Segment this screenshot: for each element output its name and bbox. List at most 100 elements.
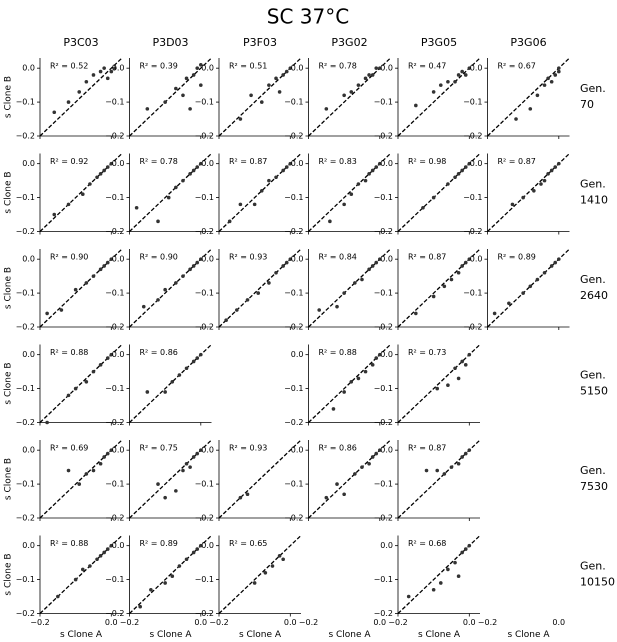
identity-line bbox=[39, 248, 123, 328]
point bbox=[521, 195, 525, 200]
identity-line bbox=[129, 344, 212, 423]
r2-annotation: R² = 0.92 bbox=[50, 157, 88, 166]
y-tick-label: −0.1 bbox=[16, 193, 35, 202]
point bbox=[256, 291, 261, 295]
point bbox=[431, 294, 436, 299]
point bbox=[109, 352, 114, 357]
point bbox=[95, 557, 99, 562]
y-tick-label: −0.1 bbox=[374, 98, 393, 107]
point bbox=[467, 543, 472, 548]
point bbox=[438, 83, 443, 87]
r2-annotation: R² = 0.75 bbox=[140, 444, 178, 453]
y-tick-label: 0.0 bbox=[112, 64, 125, 73]
y-tick-label: −0.2 bbox=[374, 418, 393, 427]
y-tick-label: 0.0 bbox=[112, 255, 125, 264]
identity-line bbox=[39, 535, 123, 614]
point bbox=[374, 165, 379, 169]
identity-line bbox=[397, 535, 481, 614]
row-label: Gen. bbox=[580, 82, 606, 95]
y-tick-label: −0.1 bbox=[16, 575, 35, 584]
y-tick-label: 0.0 bbox=[201, 64, 214, 73]
point bbox=[546, 76, 550, 81]
figure-title: SC 37°C bbox=[267, 5, 349, 29]
point bbox=[91, 73, 96, 77]
point bbox=[102, 168, 106, 173]
point bbox=[80, 192, 85, 196]
y-tick-label: −0.1 bbox=[284, 384, 303, 393]
identity-line bbox=[129, 535, 212, 614]
column-title: P3F03 bbox=[243, 36, 277, 49]
point bbox=[424, 468, 429, 473]
point bbox=[73, 386, 78, 391]
point bbox=[510, 202, 515, 207]
identity-line bbox=[129, 57, 212, 137]
r2-annotation: R² = 0.98 bbox=[408, 157, 446, 166]
point bbox=[238, 117, 243, 121]
point bbox=[199, 352, 203, 357]
point bbox=[370, 455, 375, 459]
point bbox=[370, 73, 375, 77]
point bbox=[378, 257, 382, 261]
y-tick-label: 0.0 bbox=[291, 446, 304, 455]
point bbox=[370, 264, 375, 268]
point bbox=[163, 100, 167, 104]
point bbox=[195, 165, 200, 169]
y-tick-label: −0.1 bbox=[105, 193, 124, 202]
point bbox=[274, 175, 278, 180]
y-tick-label: −0.1 bbox=[195, 98, 214, 107]
y-tick-label: 0.0 bbox=[112, 446, 125, 455]
point bbox=[245, 492, 250, 497]
point bbox=[177, 564, 182, 568]
identity-line bbox=[39, 153, 123, 232]
identity-line bbox=[397, 153, 481, 232]
point bbox=[431, 587, 436, 592]
column-title: P3C03 bbox=[63, 36, 98, 49]
point bbox=[105, 260, 110, 265]
identity-line bbox=[218, 535, 302, 614]
point bbox=[521, 291, 525, 295]
point bbox=[288, 257, 293, 261]
y-tick-label: 0.0 bbox=[112, 350, 125, 359]
point bbox=[105, 76, 110, 81]
x-tick-label: −0.2 bbox=[120, 618, 139, 627]
point bbox=[277, 554, 282, 558]
point bbox=[546, 172, 550, 176]
x-tick-label: 0.0 bbox=[373, 618, 386, 627]
r2-annotation: R² = 0.87 bbox=[408, 253, 446, 262]
point bbox=[163, 287, 167, 292]
point bbox=[453, 366, 457, 371]
identity-line bbox=[39, 57, 123, 137]
point bbox=[195, 356, 200, 360]
point bbox=[191, 264, 196, 268]
point bbox=[463, 547, 468, 551]
y-tick-label: 0.0 bbox=[380, 255, 393, 264]
point bbox=[360, 277, 364, 282]
point bbox=[259, 189, 264, 193]
point bbox=[553, 73, 558, 77]
point bbox=[453, 175, 457, 180]
point bbox=[557, 69, 561, 74]
point bbox=[438, 581, 443, 585]
point bbox=[463, 73, 468, 77]
point bbox=[542, 270, 547, 275]
y-tick-label: −0.2 bbox=[105, 323, 124, 332]
point bbox=[528, 284, 533, 289]
point bbox=[66, 468, 71, 473]
point bbox=[514, 117, 518, 121]
point bbox=[463, 451, 468, 456]
y-tick-label: −0.1 bbox=[105, 575, 124, 584]
y-tick-label: 0.0 bbox=[201, 446, 214, 455]
y-tick-label: −0.2 bbox=[195, 609, 214, 618]
point bbox=[378, 352, 382, 357]
identity-line bbox=[39, 439, 123, 519]
identity-line bbox=[218, 153, 302, 232]
point bbox=[98, 461, 103, 466]
point bbox=[331, 407, 336, 411]
point bbox=[149, 587, 153, 592]
identity-line bbox=[308, 344, 391, 423]
point bbox=[199, 257, 203, 261]
point bbox=[342, 291, 346, 295]
point bbox=[102, 455, 106, 459]
point bbox=[356, 182, 361, 186]
